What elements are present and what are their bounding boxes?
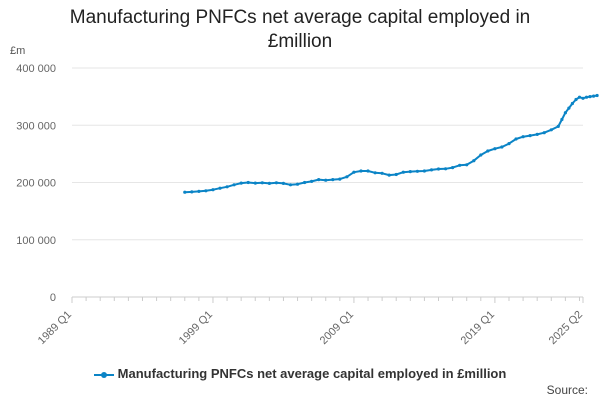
data-point[interactable] <box>253 181 257 185</box>
grid-lines <box>72 67 583 298</box>
data-point[interactable] <box>338 177 342 181</box>
data-point[interactable] <box>260 181 264 185</box>
data-point[interactable] <box>588 95 592 99</box>
data-point[interactable] <box>190 190 194 194</box>
y-tick-label: 400 000 <box>16 63 56 75</box>
data-point[interactable] <box>225 185 229 189</box>
legend-swatch <box>93 369 114 381</box>
data-point[interactable] <box>211 188 215 192</box>
data-point[interactable] <box>422 169 426 173</box>
data-point[interactable] <box>345 175 349 179</box>
data-point[interactable] <box>317 178 321 182</box>
data-point[interactable] <box>535 132 539 136</box>
data-point[interactable] <box>288 183 293 187</box>
data-point[interactable] <box>521 135 525 139</box>
y-tick-label: 300 000 <box>16 120 56 132</box>
data-point[interactable] <box>451 166 455 170</box>
data-point[interactable] <box>373 171 377 175</box>
data-point[interactable] <box>274 181 278 185</box>
data-point[interactable] <box>472 159 476 163</box>
series-line <box>184 94 598 194</box>
data-point[interactable] <box>493 147 497 151</box>
data-point[interactable] <box>331 178 335 182</box>
x-tick-label: 1999 Q1 <box>177 309 215 347</box>
data-point[interactable] <box>465 163 469 167</box>
data-point[interactable] <box>584 95 589 99</box>
data-point[interactable] <box>380 171 384 175</box>
data-point[interactable] <box>514 137 518 141</box>
y-tick-label: 100 000 <box>16 235 56 247</box>
data-point[interactable] <box>352 170 356 174</box>
data-point[interactable] <box>592 94 596 98</box>
data-point[interactable] <box>577 95 582 99</box>
data-point[interactable] <box>183 190 187 194</box>
chart-title-line-1: Manufacturing PNFCs net average capital … <box>69 7 531 28</box>
y-tick-label: 0 <box>50 292 56 304</box>
chart-title: Manufacturing PNFCs net average capital … <box>0 6 600 54</box>
data-point[interactable] <box>528 134 532 138</box>
x-axis: 1989 Q1 1999 Q1 2009 Q1 2019 Q1 2025 Q2 <box>36 296 585 347</box>
y-tick-label: 200 000 <box>16 178 56 190</box>
x-tick-label: 2025 Q2 <box>547 309 585 347</box>
data-point[interactable] <box>486 149 490 153</box>
data-point[interactable] <box>570 101 575 106</box>
data-point[interactable] <box>239 181 243 185</box>
data-point[interactable] <box>366 169 370 173</box>
data-point[interactable] <box>204 189 208 193</box>
data-point[interactable] <box>429 168 434 172</box>
data-point[interactable] <box>444 167 448 171</box>
data-point[interactable] <box>415 169 419 173</box>
legend[interactable]: Manufacturing PNFCs net average capital … <box>0 366 600 381</box>
data-point[interactable] <box>581 96 585 100</box>
source-label: Source: <box>546 383 588 397</box>
data-point[interactable] <box>324 178 328 182</box>
data-point[interactable] <box>479 153 483 157</box>
data-point[interactable] <box>232 183 236 187</box>
chart-title-line-2: £million <box>267 31 333 52</box>
data-point[interactable] <box>295 182 300 186</box>
data-point[interactable] <box>401 170 405 174</box>
y-axis-ticks: 0 100 000 200 000 300 000 400 000 <box>16 63 56 304</box>
data-point[interactable] <box>556 124 560 128</box>
legend-label: Manufacturing PNFCs net average capital … <box>117 366 507 381</box>
data-point[interactable] <box>408 170 412 174</box>
data-point[interactable] <box>303 180 307 185</box>
data-point[interactable] <box>567 106 571 110</box>
data-point[interactable] <box>281 181 285 185</box>
data-point[interactable] <box>542 131 546 135</box>
data-point[interactable] <box>500 145 504 149</box>
x-tick-label: 1989 Q1 <box>36 309 74 347</box>
data-point[interactable] <box>359 169 363 173</box>
data-point[interactable] <box>246 180 250 185</box>
data-point[interactable] <box>387 173 391 177</box>
data-point[interactable] <box>458 163 462 167</box>
data-point[interactable] <box>218 186 222 190</box>
x-tick-label: 2009 Q1 <box>318 309 356 347</box>
data-point[interactable] <box>310 179 314 183</box>
x-tick-label: 2019 Q1 <box>459 309 497 347</box>
data-point[interactable] <box>267 181 271 185</box>
data-point[interactable] <box>549 128 553 132</box>
data-point[interactable] <box>436 167 441 171</box>
data-point[interactable] <box>560 117 564 122</box>
data-point[interactable] <box>197 189 201 193</box>
data-point[interactable] <box>507 142 511 146</box>
data-point[interactable] <box>563 111 568 115</box>
y-axis-unit-label: £m <box>10 45 26 57</box>
data-point[interactable] <box>394 172 398 177</box>
data-point[interactable] <box>595 93 599 98</box>
series-layer <box>183 93 599 194</box>
data-point[interactable] <box>574 97 578 102</box>
